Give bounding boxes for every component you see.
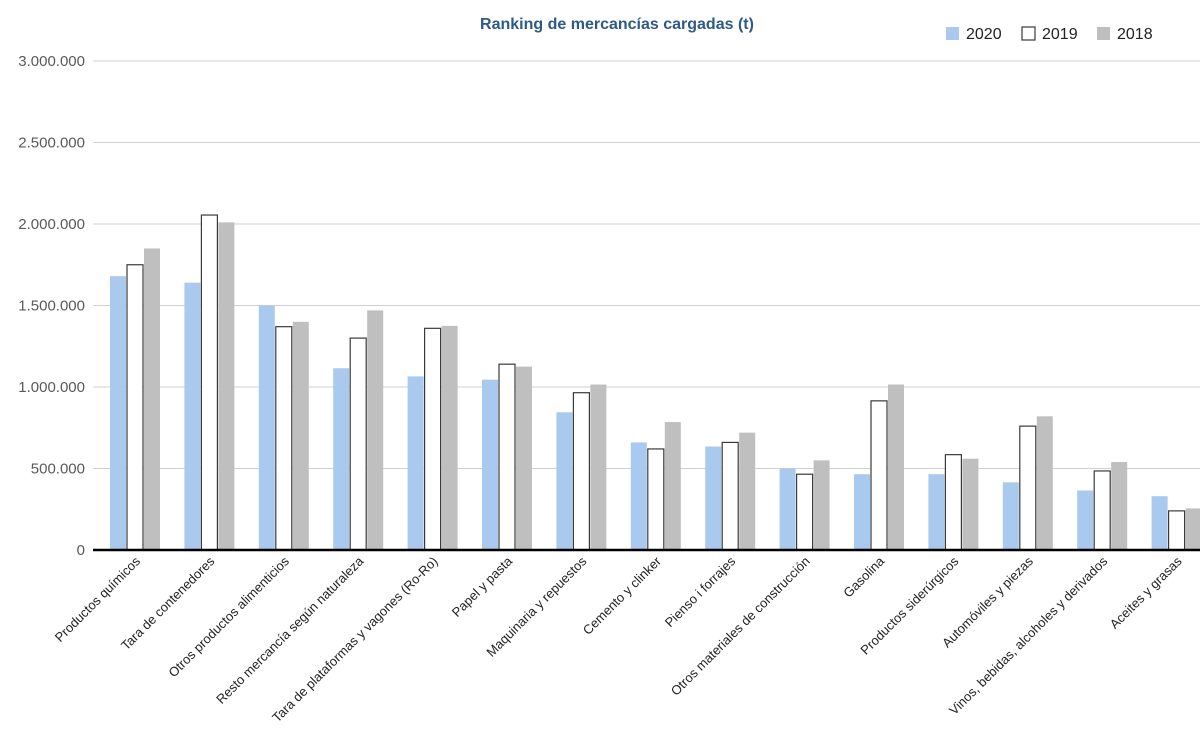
legend-swatch-2019 xyxy=(1021,26,1036,41)
bar-2020 xyxy=(928,474,945,550)
legend-label-2020: 2020 xyxy=(966,26,1002,43)
bar-2020 xyxy=(1077,490,1094,550)
bar-2019 xyxy=(1019,425,1037,551)
bar-2018 xyxy=(813,460,830,550)
bar-2018 xyxy=(1111,461,1128,550)
bar-2019 xyxy=(424,327,442,551)
bar-2018 xyxy=(144,248,160,550)
x-category-label: Tara de plataformas y vagones (Ro-Ro) xyxy=(269,554,441,726)
legend-swatch-2020 xyxy=(946,27,959,40)
bar-2018 xyxy=(367,310,384,550)
bar-2019 xyxy=(498,363,516,551)
bar-2018 xyxy=(962,458,979,550)
y-axis-tick-labels: 0 500.000 1.000.000 1.500.000 2.000.000 2.500… xyxy=(18,53,85,559)
x-category-label: Otros productos alimenticios xyxy=(165,553,292,680)
bar-2018 xyxy=(292,321,309,550)
bar-2019 xyxy=(126,264,144,551)
bar-2019 xyxy=(647,448,665,551)
x-category-label: Otros materiales de construcción xyxy=(668,554,813,699)
y-tick-label: 2.000.000 xyxy=(18,216,85,233)
bar-2019 xyxy=(349,337,367,551)
bar-2018 xyxy=(739,432,756,550)
bar-2020 xyxy=(1151,496,1168,550)
bar-2019 xyxy=(721,441,739,551)
chart-title: Ranking de mercancías cargadas (t) xyxy=(480,16,754,33)
bar-2020 xyxy=(184,282,201,550)
bar-2018 xyxy=(441,325,458,550)
x-category-label: Resto mercancía según naturaleza xyxy=(213,553,367,707)
x-category-label: Vinos, bebidas, alcoholes y derivados xyxy=(946,553,1111,718)
legend: 2020 2019 2018 xyxy=(946,26,1153,43)
bar-2019 xyxy=(572,392,591,551)
y-tick-label: 500.000 xyxy=(31,461,85,478)
bar-2018 xyxy=(218,222,235,550)
bar-2020 xyxy=(630,442,647,550)
bar-2018 xyxy=(516,366,532,550)
y-tick-label: 1.500.000 xyxy=(18,298,85,315)
x-category-label: Pienso i forrajes xyxy=(662,553,739,630)
bars xyxy=(110,214,1200,551)
bar-2020 xyxy=(779,468,796,550)
bar-2020 xyxy=(407,376,424,550)
bar-2020 xyxy=(854,474,870,550)
bar-2019 xyxy=(1167,510,1186,551)
bar-2019 xyxy=(1093,470,1111,551)
bar-2019 xyxy=(200,214,218,551)
bar-2020 xyxy=(333,368,350,550)
bar-2019 xyxy=(795,473,814,551)
y-tick-label: 1.000.000 xyxy=(18,379,85,396)
bar-2019 xyxy=(944,454,963,551)
bar-2020 xyxy=(705,446,722,550)
x-category-label: Aceites y grasas xyxy=(1107,553,1185,631)
bar-2020 xyxy=(482,379,498,550)
bar-2020 xyxy=(1002,482,1019,550)
legend-label-2018: 2018 xyxy=(1117,26,1153,43)
legend-label-2019: 2019 xyxy=(1042,26,1078,43)
bar-2018 xyxy=(888,384,904,550)
bar-2020 xyxy=(258,305,275,550)
bar-2020 xyxy=(556,412,573,550)
bar-2019 xyxy=(275,326,293,551)
x-category-label: Gasolina xyxy=(840,553,887,600)
x-category-label: Papel y pasta xyxy=(449,553,516,620)
bar-2018 xyxy=(664,422,681,550)
y-tick-label: 3.000.000 xyxy=(18,53,85,70)
y-tick-label: 2.500.000 xyxy=(18,135,85,152)
legend-swatch-2018 xyxy=(1097,27,1110,40)
bar-2020 xyxy=(110,276,126,550)
y-tick-label: 0 xyxy=(77,542,85,559)
bar-2018 xyxy=(590,384,607,550)
bar-2018 xyxy=(1185,508,1200,550)
bar-2019 xyxy=(870,400,888,551)
x-category-label: Cemento y clinker xyxy=(580,553,665,638)
bar-2018 xyxy=(1036,416,1053,550)
